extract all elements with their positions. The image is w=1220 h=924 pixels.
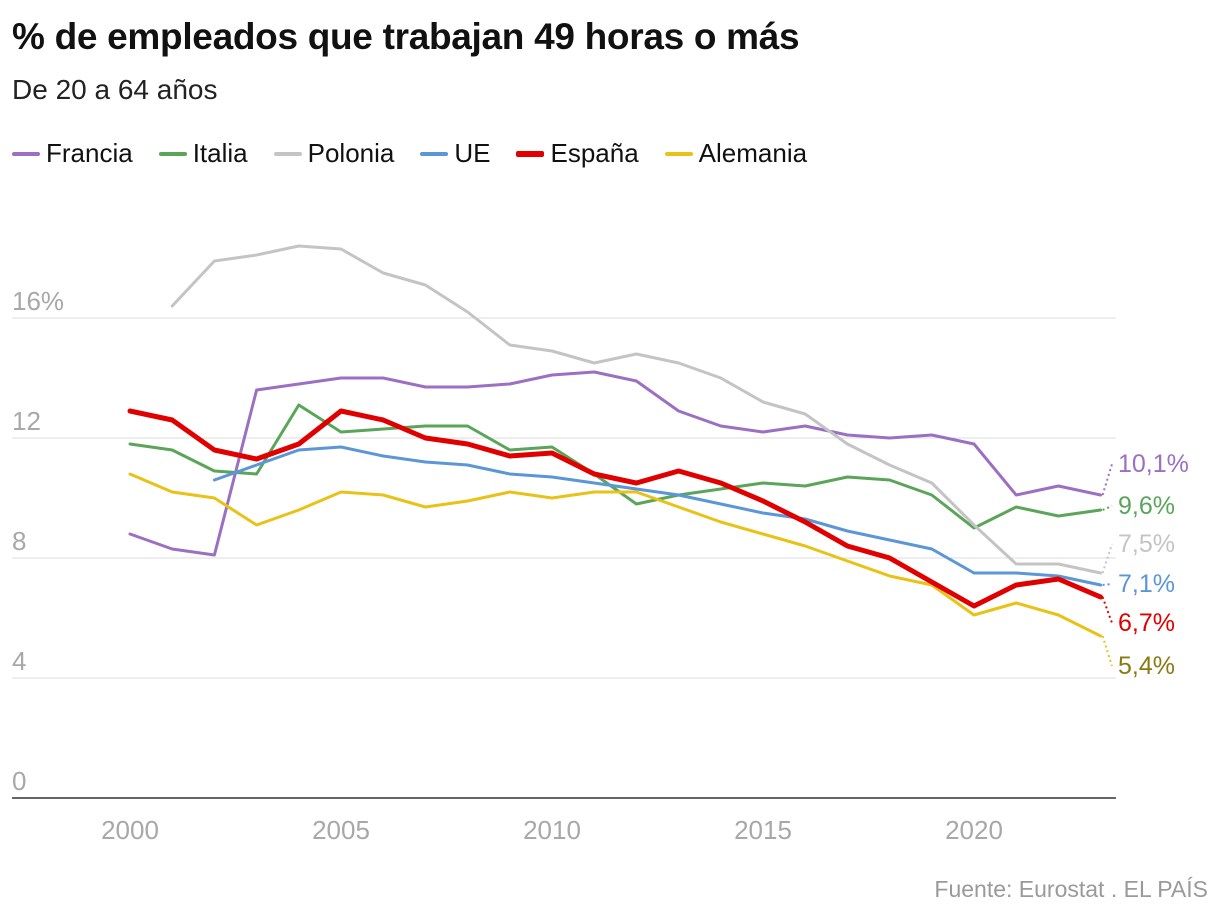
legend-label: Francia	[46, 138, 133, 168]
end-label-polonia: 7,5%	[1118, 530, 1175, 558]
leader-francia	[1101, 463, 1113, 496]
legend-item-francia: Francia	[12, 138, 133, 169]
leader-alemania	[1101, 635, 1113, 667]
axis-ticks: 0 4 8 12 16% 2000 2005 2010 2015 2020	[12, 286, 1003, 845]
source-note: Fuente: Eurostat . EL PAÍS	[934, 876, 1208, 902]
leader-italia	[1102, 505, 1113, 511]
y-tick-label: 4	[12, 646, 26, 676]
legend-label: España	[550, 138, 639, 168]
x-tick-label: 2010	[523, 815, 581, 845]
series-line-francia	[128, 370, 1103, 557]
legend-item-italia: Italia	[158, 138, 248, 169]
legend-swatch	[158, 151, 187, 156]
end-label-italia: 9,6%	[1118, 492, 1175, 520]
chart-title: % de empleados que trabajan 49 horas o m…	[12, 16, 800, 57]
y-tick-label: 16%	[12, 286, 64, 316]
legend-swatch	[420, 151, 449, 156]
leader-polonia	[1101, 543, 1113, 574]
end-label-españa: 6,7%	[1118, 609, 1175, 637]
x-tick-label: 2020	[945, 815, 1003, 845]
legend-label: Polonia	[307, 138, 395, 168]
leader-españa	[1101, 596, 1113, 624]
end-label-alemania: 5,4%	[1118, 652, 1175, 680]
series-line-polonia	[170, 244, 1103, 575]
legend-item-alemania: Alemania	[664, 138, 808, 169]
end-labels: 10,1% 9,6% 7,5% 7,1% 6,7% 5,4%	[1101, 450, 1189, 680]
legend-swatch	[273, 151, 302, 156]
legend-swatch	[516, 150, 545, 157]
chart-subtitle: De 20 a 64 años	[12, 74, 218, 105]
x-tick-label: 2000	[101, 815, 159, 845]
series-line-ue	[212, 445, 1103, 587]
series-line-italia	[128, 403, 1103, 530]
gridlines	[12, 317, 1116, 799]
legend-label: UE	[454, 138, 491, 168]
end-label-ue: 7,1%	[1118, 570, 1175, 598]
series-line-alemania	[128, 472, 1103, 638]
legend-item-ue: UE	[420, 138, 490, 169]
y-tick-label: 12	[12, 406, 41, 436]
y-tick-label: 0	[12, 766, 26, 796]
x-tick-label: 2005	[312, 815, 370, 845]
legend-item-polonia: Polonia	[273, 138, 395, 169]
chart-legend: Francia Italia Polonia UE España Alemania	[12, 138, 833, 169]
legend-item-españa: España	[516, 138, 639, 169]
legend-label: Alemania	[698, 138, 808, 168]
legend-swatch	[12, 151, 40, 156]
y-tick-label: 8	[12, 526, 26, 556]
series-lines	[127, 244, 1104, 638]
end-label-francia: 10,1%	[1118, 450, 1189, 478]
leader-ue	[1102, 583, 1113, 586]
series-line-españa	[127, 408, 1104, 609]
x-tick-label: 2015	[734, 815, 792, 845]
legend-label: Italia	[192, 138, 248, 168]
legend-swatch	[664, 151, 693, 156]
